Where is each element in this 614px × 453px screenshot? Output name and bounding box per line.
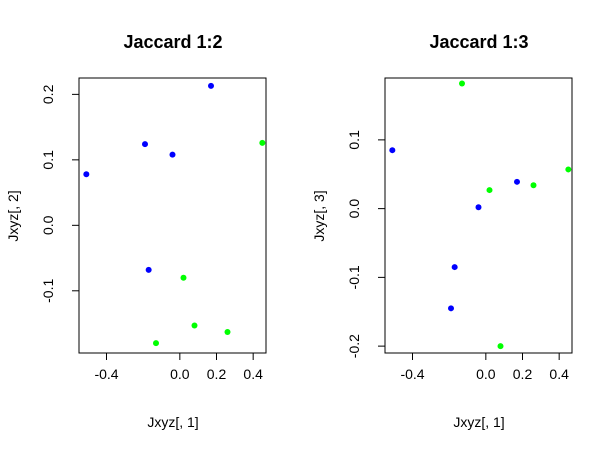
panel-2-y-tick-label: 0.0	[346, 199, 362, 219]
panel-2-series-1-point	[514, 178, 520, 185]
panel-2-y-tick-label: -0.1	[346, 265, 362, 289]
panel-1-series-2-point	[191, 322, 198, 329]
panel-1-series-2-point	[259, 139, 266, 146]
panel-2-series-2-point	[497, 343, 504, 350]
panel-2-series-2-point	[530, 182, 537, 189]
panel-2: Jaccard 1:3 -0.4 0.0 0.2 0.4 -0.2 -0.1 0.0 0.1…	[311, 32, 573, 430]
panel-1-series-1-point	[169, 151, 176, 158]
panel-1-title: Jaccard 1:2	[123, 32, 222, 52]
panel-1-x-tick-label: 0.4	[243, 366, 263, 382]
panel-2-title: Jaccard 1:3	[429, 32, 528, 52]
panel-2-y-tick-label: 0.1	[346, 130, 362, 150]
panel-1-x-tick-label: 0.2	[207, 366, 227, 382]
panel-1-x-ticks: -0.4 0.0 0.2 0.4	[94, 353, 263, 382]
panel-1-y-tick-label: 0.0	[40, 215, 56, 235]
panel-1-x-tick-label: -0.4	[94, 366, 118, 382]
panel-2-series-2-point	[486, 187, 493, 194]
panel-2-series-2-point	[459, 80, 465, 87]
panel-2-plot-frame	[384, 77, 573, 354]
panel-1-y-tick-label: 0.2	[40, 84, 56, 104]
panel-1-series-1-point	[208, 82, 214, 89]
panel-1-series-1-point	[142, 141, 148, 148]
panel-1-series-1-point	[83, 171, 90, 178]
panel-2-y-ticks: -0.2 -0.1 0.0 0.1	[346, 130, 385, 358]
panel-2-x-tick-label: -0.4	[400, 366, 424, 382]
panel-1-points	[83, 82, 266, 347]
panel-1: Jaccard 1:2 -0.4 0.0 0.2 0.4 -0.10.00.10.2 …	[5, 32, 267, 430]
panel-2-series-1-point	[448, 305, 454, 312]
panel-1-y-ticks: -0.1 0.0 0.1 0.2	[40, 84, 79, 303]
panel-1-series-1-point	[145, 266, 152, 273]
panel-1-y-axis-label: Jxyz[, 2]	[5, 190, 21, 241]
panel-1-series-2-point	[153, 340, 159, 347]
panel-1-x-axis-label: Jxyz[, 1]	[147, 414, 198, 430]
panel-2-y-tick-label: -0.2	[346, 334, 362, 358]
panel-2-x-tick-label: 0.4	[549, 366, 569, 382]
panel-2-x-tick-label: 0.0	[476, 366, 496, 382]
panel-1-plot-frame	[78, 77, 267, 354]
panel-2-points	[389, 80, 572, 350]
panel-1-series-2-point	[180, 274, 187, 281]
panel-2-series-1-point	[451, 264, 458, 271]
panel-2-x-axis-label: Jxyz[, 1]	[453, 414, 504, 430]
panel-1-series-2-point	[224, 329, 231, 336]
panel-1-y-tick-label: -0.1	[40, 279, 56, 303]
panel-2-series-2-point	[565, 166, 572, 173]
panel-1-x-tick-label: 0.0	[170, 366, 190, 382]
panel-2-series-1-point	[475, 204, 482, 211]
panel-2-x-tick-label: 0.2	[513, 366, 533, 382]
panel-2-y-axis-label: Jxyz[, 3]	[311, 190, 327, 241]
panel-2-series-1-point	[389, 147, 396, 154]
panel-1-y-tick-label: 0.1	[40, 150, 56, 170]
panel-2-x-ticks: -0.4 0.0 0.2 0.4	[400, 353, 569, 382]
